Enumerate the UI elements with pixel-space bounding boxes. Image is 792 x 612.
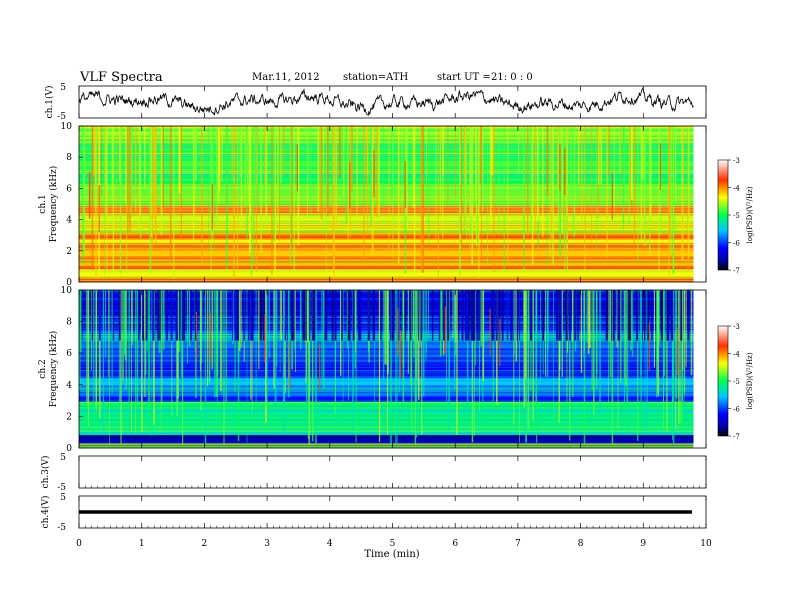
ch1-spectrogram-yticks: 0 2 4 6 8 10 (61, 122, 83, 288)
ytick-label-2: 2 (66, 412, 72, 422)
ch2-spectrogram-panel: 0 2 4 6 8 10 ch.2 Frequency (kHz) (38, 286, 707, 454)
ytick-label-0: 0 (66, 278, 72, 288)
ytick-label-4: 4 (66, 216, 72, 226)
xtick-label-5: 5 (390, 539, 396, 549)
colorbar-tick-label--5: -5 (733, 212, 740, 220)
ytick-label-4: 4 (66, 381, 72, 391)
ch3-ytick-top: 5 (60, 453, 66, 463)
ch1-spectrogram-ylabel: ch.1 (38, 194, 48, 213)
ch2-colorbar-ticks: -3 -4 -5 -6 -7 (728, 323, 740, 441)
start-ut-label: start UT = (437, 72, 491, 83)
time-axis-ticks (78, 86, 707, 528)
ch2-spectrogram-ylabel-freq: Frequency (kHz) (48, 331, 59, 408)
ch1-ytick-bottom: -5 (57, 112, 66, 122)
colorbar-tick-label--4: -4 (733, 185, 740, 193)
xtick-label-1: 1 (139, 539, 145, 549)
date-label: Mar.11, 2012 (252, 72, 320, 83)
ch4-ylabel: ch.4(V) (40, 496, 51, 529)
colorbar-tick-label--4: -4 (733, 351, 740, 359)
ch1-colorbar-ticks: -3 -4 -5 -6 -7 (728, 157, 740, 275)
ytick-label-6: 6 (66, 349, 72, 359)
xtick-label-8: 8 (578, 539, 584, 549)
ch2-colorbar-scale (717, 325, 729, 437)
ch3-waveform-panel: 5 -5 ch.3(V) (40, 453, 707, 493)
ch4-ytick-bottom: -5 (57, 523, 66, 533)
ch4-ytick-top: 5 (60, 493, 66, 503)
colorbar-tick-label--7: -7 (733, 433, 740, 441)
xtick-label-10: 10 (700, 539, 712, 549)
time-axis-tick-labels: 0 1 2 3 4 5 6 7 8 9 10 (76, 539, 712, 549)
ch1-ytick-top: 5 (60, 83, 66, 93)
colorbar-tick-label--6: -6 (733, 406, 740, 414)
ytick-label-6: 6 (66, 184, 72, 194)
ytick-label-0: 0 (66, 444, 72, 454)
station-label: station=ATH (343, 72, 409, 83)
xtick-label-3: 3 (264, 539, 270, 549)
colorbar-tick-label--3: -3 (733, 323, 740, 331)
ch1-waveform-trace (79, 87, 694, 117)
ch2-spectrogram-ylabel: ch.2 (38, 359, 48, 378)
ch1-spectrogram-ylabel-freq: Frequency (kHz) (48, 166, 59, 243)
ytick-label-10: 10 (61, 286, 73, 296)
start-ut-value: 21: 0 : 0 (491, 72, 533, 83)
ch2-spectrogram-yticks: 0 2 4 6 8 10 (61, 286, 83, 454)
ytick-label-8: 8 (66, 318, 72, 328)
xtick-label-9: 9 (640, 539, 646, 549)
ch3-ytick-bottom: -5 (57, 483, 66, 493)
chart-title: VLF Spectra (80, 70, 163, 85)
ch1-colorbar-scale (717, 159, 729, 271)
ch2-colorbar-label: log(PSD)(V²/Hz) (746, 352, 754, 409)
ch1-colorbar: -3 -4 -5 -6 -7 log(PSD)(V²/Hz) (717, 157, 754, 275)
colorbar-tick-label--6: -6 (733, 240, 740, 248)
xtick-label-0: 0 (76, 539, 82, 549)
xtick-label-7: 7 (515, 539, 521, 549)
xtick-label-6: 6 (452, 539, 458, 549)
ch1-colorbar-label: log(PSD)(V²/Hz) (746, 186, 754, 243)
xtick-label-2: 2 (202, 539, 208, 549)
ch2-colorbar: -3 -4 -5 -6 -7 log(PSD)(V²/Hz) (717, 323, 754, 441)
colorbar-tick-label--3: -3 (733, 157, 740, 165)
time-axis-label: Time (min) (364, 549, 419, 560)
ch4-waveform-panel: 5 -5 ch.4(V) (40, 493, 707, 533)
colorbar-tick-label--7: -7 (733, 267, 740, 275)
ch1-ylabel: ch.1(V) (44, 86, 55, 119)
ch1-waveform-panel: 5 -5 ch.1(V) (44, 83, 707, 122)
xtick-label-4: 4 (327, 539, 333, 549)
ch2-spectrogram-heatmap (79, 290, 694, 449)
ch1-spectrogram-heatmap (79, 126, 694, 283)
ch3-ylabel: ch.3(V) (40, 456, 51, 489)
ytick-label-2: 2 (66, 247, 72, 257)
ytick-label-8: 8 (66, 153, 72, 163)
colorbar-tick-label--5: -5 (733, 378, 740, 386)
ytick-label-10: 10 (61, 122, 73, 132)
ch1-spectrogram-panel: 0 2 4 6 8 10 ch.1 Frequency (kHz) (38, 122, 707, 288)
